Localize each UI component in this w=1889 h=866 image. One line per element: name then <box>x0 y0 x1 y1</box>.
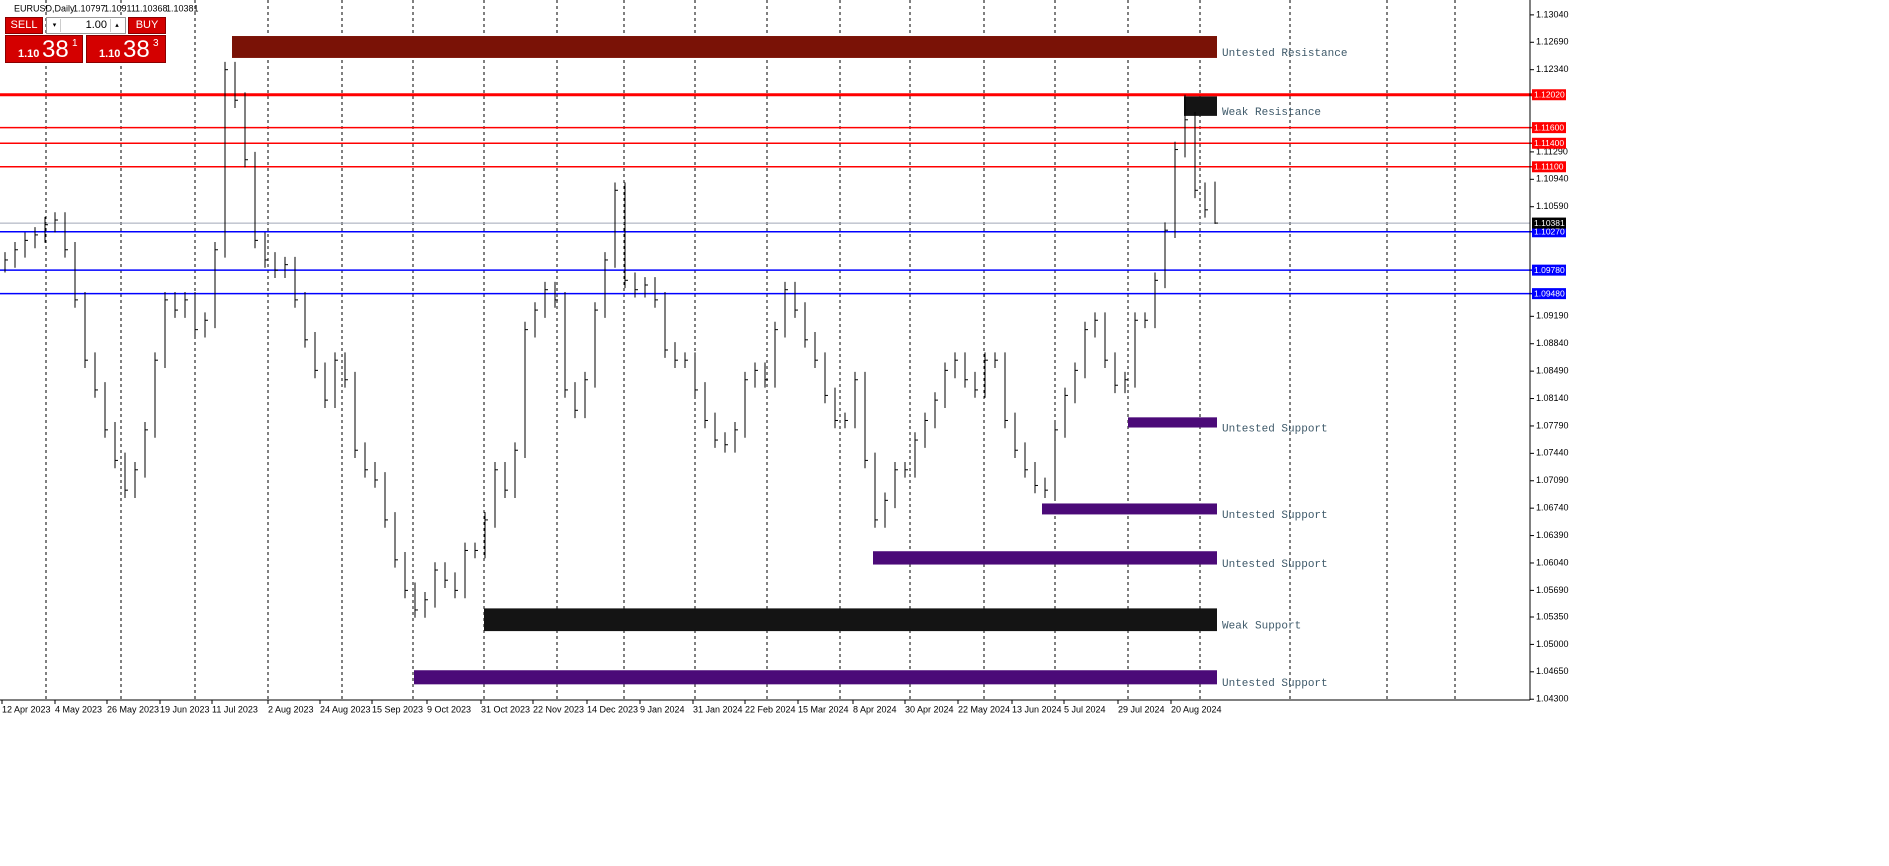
lots[interactable]: 1.00 <box>85 19 107 31</box>
level-label: 1.09480 <box>1534 288 1565 298</box>
ask-point: 3 <box>153 38 159 49</box>
x-tick-label: 2 Aug 2023 <box>268 704 314 714</box>
y-tick-label: 1.10590 <box>1536 201 1569 211</box>
zone <box>232 36 1217 58</box>
header-price: 1.10911 <box>104 3 136 13</box>
y-tick-label: 1.06040 <box>1536 557 1569 567</box>
x-tick-label: 20 Aug 2024 <box>1171 704 1222 714</box>
zone <box>873 551 1217 565</box>
zone-label: Weak Support <box>1222 621 1301 633</box>
x-tick-label: 11 Jul 2023 <box>212 704 258 714</box>
y-tick-label: 1.07440 <box>1536 448 1569 458</box>
x-tick-label: 5 Jul 2024 <box>1064 704 1106 714</box>
level-box <box>1532 161 1566 173</box>
y-tick-label: 1.05000 <box>1536 639 1569 649</box>
y-tick-label: 1.08840 <box>1536 338 1569 348</box>
buy-button[interactable]: BUY <box>128 17 166 34</box>
x-tick-label: 8 Apr 2024 <box>853 704 897 714</box>
level-box <box>1532 89 1566 101</box>
level-label: 1.11400 <box>1534 138 1564 148</box>
level-box <box>1532 264 1566 276</box>
symbol: EURUSD,Daily <box>14 3 75 13</box>
y-tick-label: 1.08140 <box>1536 393 1569 403</box>
x-tick-label: 19 Jun 2023 <box>160 704 210 714</box>
spin-down[interactable]: ▾ <box>49 19 61 32</box>
level-label: 1.11100 <box>1534 162 1564 172</box>
zone-label: Untested Support <box>1222 510 1328 522</box>
y-tick-label: 1.12690 <box>1536 37 1569 47</box>
level-label: 1.10270 <box>1534 227 1565 237</box>
header-price: 1.10797 <box>73 3 106 13</box>
y-tick-label: 1.04300 <box>1536 694 1569 704</box>
level-box <box>1532 122 1566 134</box>
x-tick-label: 29 Jul 2024 <box>1118 704 1165 714</box>
current-price-box <box>1532 217 1566 229</box>
x-tick-label: 24 Aug 2023 <box>320 704 371 714</box>
level-label: 1.11600 <box>1534 122 1564 132</box>
current-price-label: 1.10381 <box>1534 218 1565 228</box>
level-box <box>1532 288 1566 300</box>
zone-label: Weak Resistance <box>1222 107 1321 119</box>
bid-box[interactable]: 1.10 38 1 <box>5 35 83 63</box>
y-tick-label: 1.07090 <box>1536 475 1569 485</box>
level-label: 1.09780 <box>1534 265 1565 275</box>
ask-big: 1.10 <box>99 48 121 60</box>
x-tick-label: 31 Oct 2023 <box>481 704 530 714</box>
lot-spinner[interactable]: ▾ 1.00 ▴ <box>46 17 126 34</box>
level-label: 1.12020 <box>1534 89 1565 99</box>
x-tick-label: 12 Apr 2023 <box>2 704 51 714</box>
zone-label: Untested Resistance <box>1222 48 1347 60</box>
zone-label: Untested Support <box>1222 678 1328 690</box>
y-tick-label: 1.06740 <box>1536 503 1569 513</box>
ask-box[interactable]: 1.10 38 3 <box>86 35 166 63</box>
y-tick-label: 1.09190 <box>1536 311 1569 321</box>
y-tick-label: 1.05350 <box>1536 611 1569 621</box>
x-tick-label: 26 May 2023 <box>107 704 159 714</box>
x-tick-label: 9 Oct 2023 <box>427 704 471 714</box>
y-tick-label: 1.13040 <box>1536 9 1569 19</box>
x-tick-label: 14 Dec 2023 <box>587 704 638 714</box>
bid-pips: 38 <box>42 36 69 63</box>
level-box <box>1532 137 1566 149</box>
bid-big: 1.10 <box>18 48 40 60</box>
bid-point: 1 <box>72 38 78 49</box>
y-tick-label: 1.05690 <box>1536 585 1569 595</box>
y-tick-label: 1.10940 <box>1536 174 1569 184</box>
zone <box>414 670 1217 685</box>
x-tick-label: 30 Apr 2024 <box>905 704 954 714</box>
y-tick-label: 1.07790 <box>1536 420 1569 430</box>
zone-label: Untested Support <box>1222 423 1328 435</box>
x-tick-label: 15 Sep 2023 <box>372 704 423 714</box>
header-price: 1.10381 <box>166 3 199 13</box>
zone <box>484 608 1217 632</box>
zone <box>1184 96 1217 116</box>
y-tick-label: 1.11290 <box>1536 146 1568 156</box>
x-tick-label: 15 Mar 2024 <box>798 704 849 714</box>
zone <box>1042 503 1217 515</box>
x-tick-label: 31 Jan 2024 <box>693 704 743 714</box>
x-tick-label: 4 May 2023 <box>55 704 102 714</box>
spin-up[interactable]: ▴ <box>110 19 123 32</box>
x-tick-label: 9 Jan 2024 <box>640 704 685 714</box>
level-box <box>1532 226 1566 238</box>
y-tick-label: 1.08490 <box>1536 366 1569 376</box>
zone <box>1128 417 1217 428</box>
x-tick-label: 22 Feb 2024 <box>745 704 796 714</box>
ask-pips: 38 <box>123 36 150 63</box>
y-tick-label: 1.06390 <box>1536 530 1569 540</box>
y-tick-label: 1.12340 <box>1536 64 1569 74</box>
sell-button[interactable]: SELL <box>5 17 43 34</box>
header-price: 1.10368 <box>135 3 168 13</box>
x-tick-label: 22 May 2024 <box>958 704 1010 714</box>
x-tick-label: 22 Nov 2023 <box>533 704 584 714</box>
zone-label: Untested Support <box>1222 559 1328 571</box>
x-tick-label: 13 Jun 2024 <box>1012 704 1062 714</box>
y-tick-label: 1.04650 <box>1536 666 1569 676</box>
